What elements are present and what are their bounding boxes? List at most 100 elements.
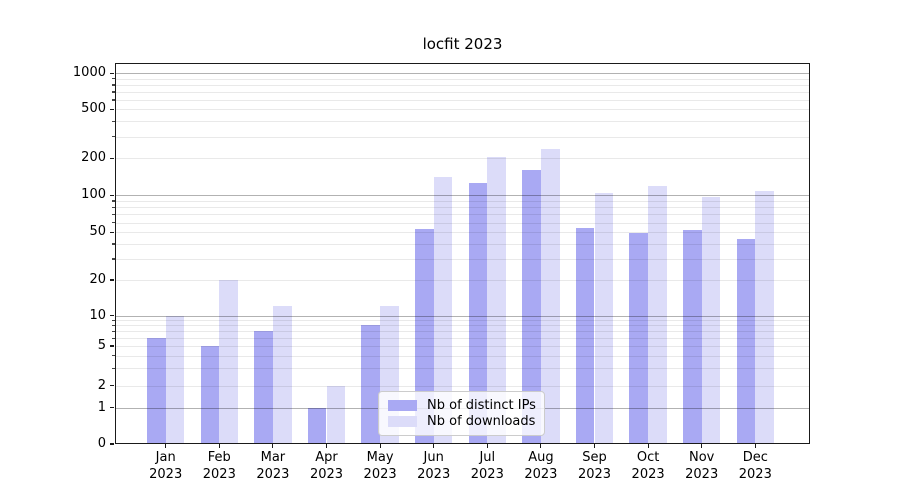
x-tick-mark-jul [486,444,488,448]
x-tick-mark-oct [647,444,649,448]
gridline-minor-6 [115,338,810,340]
y-minor-tick-mark-30 [112,258,115,260]
x-tick-label-line: Jun [423,450,444,465]
x-tick-label-line: 2023 [524,466,558,482]
x-tick-label-line: Jul [479,450,496,465]
gridline-minor-20 [115,280,810,281]
x-tick-label-line: 2023 [202,466,236,482]
gridline-minor-4 [115,355,810,357]
bar-distinct-ips-jan [146,338,166,444]
x-tick-label-line: 2023 [256,466,290,482]
bar-downloads-sep [594,192,614,444]
y-tick-mark-2 [110,385,115,387]
y-tick-mark-0 [110,443,115,445]
gridline-minor-2 [115,385,810,387]
bar-downloads-dec [755,191,775,444]
x-tick-label-apr: Apr 2023 [295,450,359,483]
x-tick-label-feb: Feb 2023 [187,450,251,483]
x-tick-label-line: Mar [260,450,286,465]
x-tick-label-oct: Oct 2023 [616,450,680,483]
x-tick-mark-mar [272,444,274,448]
y-minor-tick-mark-700 [112,91,115,93]
bar-distinct-ips-feb [200,346,220,444]
y-tick-mark-500 [110,108,115,110]
x-tick-label-line: Feb [207,450,231,465]
y-tick-label-20: 20 [89,272,106,287]
x-tick-label-mar: Mar 2023 [241,450,305,483]
x-tick-label-line: 2023 [738,466,772,482]
y-tick-label-200: 200 [81,150,106,166]
bar-downloads-mar [272,306,292,444]
chart-title: locfit 2023 [422,35,503,53]
x-tick-label-line: 2023 [577,466,612,482]
x-tick-label-line: Aug [528,450,554,465]
x-tick-mark-aug [540,444,542,448]
bar-distinct-ips-may [361,325,381,444]
x-tick-label-jul: Jul 2023 [455,450,519,483]
y-minor-tick-mark-600 [112,99,115,101]
plot-area [115,62,810,444]
y-tick-mark-1000 [110,72,115,74]
x-tick-label-line: 2023 [417,466,451,482]
gridline-minor-9 [115,320,810,322]
y-minor-tick-mark-60 [112,222,115,224]
x-tick-label-jan: Jan 2023 [134,450,198,483]
x-tick-label-line: 2023 [631,466,665,482]
y-minor-tick-mark-90 [112,200,115,202]
x-tick-label-line: 2023 [309,466,344,482]
x-tick-mark-jan [165,444,167,448]
gridline-minor-40 [115,243,810,245]
y-minor-tick-mark-8 [112,324,115,327]
y-tick-mark-5 [110,345,115,347]
x-tick-mark-apr [325,444,328,448]
y-minor-tick-mark-800 [112,84,115,86]
gridline-minor-700 [115,91,810,93]
x-tick-label-line: Apr [315,450,338,465]
x-tick-label-line: Dec [742,450,768,465]
legend-swatch-distinct-ips [388,399,417,411]
gridline-minor-5 [115,346,810,347]
x-tick-mark-jun [433,444,435,448]
y-minor-tick-mark-400 [112,120,115,122]
legend-label-downloads: Nb of downloads [427,414,536,430]
y-minor-tick-mark-80 [112,206,115,208]
gridline-minor-60 [115,222,810,224]
gridline-major-10 [115,315,810,317]
bar-downloads-oct [648,185,667,444]
x-tick-label-sep: Sep 2023 [563,450,627,483]
y-tick-label-2: 2 [97,377,106,393]
y-tick-label-500: 500 [81,101,106,117]
y-tick-label-50: 50 [89,224,106,240]
x-tick-label-line: Oct [636,450,660,465]
x-tick-label-line: 2023 [685,466,719,482]
y-tick-mark-1 [110,407,115,409]
bar-distinct-ips-jun [414,229,434,444]
x-tick-mark-feb [218,444,220,448]
gridline-major-1000 [115,73,810,75]
x-tick-mark-may [379,444,381,448]
gridline-minor-800 [115,84,810,86]
x-tick-label-line: 2023 [149,466,183,482]
bar-distinct-ips-aug [522,170,541,444]
y-minor-tick-mark-70 [112,213,115,216]
y-minor-tick-mark-9 [112,319,115,321]
y-tick-mark-100 [110,194,115,196]
bar-distinct-ips-jul [468,183,488,444]
y-tick-mark-10 [110,315,115,317]
bar-distinct-ips-dec [736,238,756,444]
legend-item-downloads: Nb of downloads [388,414,535,431]
x-tick-label-dec: Dec 2023 [723,450,787,483]
y-tick-label-100: 100 [81,187,106,203]
y-tick-mark-50 [110,231,115,233]
gridline-minor-600 [115,99,810,101]
x-tick-label-line: 2023 [363,466,397,482]
x-tick-label-line: 2023 [470,466,504,482]
x-tick-label-jun: Jun 2023 [402,450,466,483]
gridline-minor-70 [115,214,810,216]
x-tick-mark-sep [593,444,596,448]
gridline-major-100 [115,195,810,197]
gridline-minor-90 [115,200,810,202]
y-tick-label-0: 0 [97,436,106,451]
y-minor-tick-mark-3 [112,367,115,369]
